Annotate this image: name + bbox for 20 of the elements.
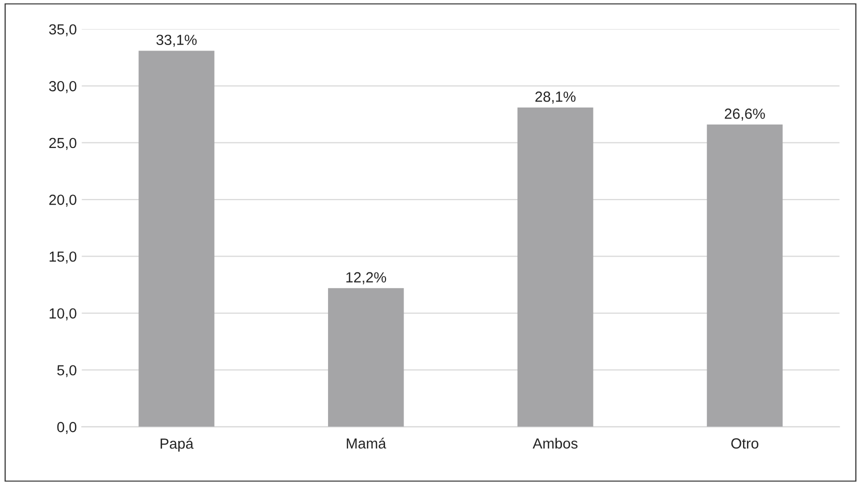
y-tick-label: 0,0 [57,422,76,434]
x-tick-label: Papá [160,438,194,452]
x-tick-label: Mamá [346,438,386,449]
y-tick-label: 25,0 [49,138,76,150]
data-label: 33,1% [156,34,197,47]
y-tick-label: 20,0 [49,194,76,207]
y-tick-label: 15,0 [50,251,76,264]
data-label: 26,6% [724,108,765,121]
bar [706,124,783,427]
bar [517,108,594,427]
data-label: 28,1% [535,92,576,104]
y-tick-label: 30,0 [49,81,76,94]
y-tick-label: 5,0 [57,365,76,378]
x-tick-label: Ambos [532,438,578,449]
bar [138,50,214,427]
x-tick-label: Otro [731,438,758,449]
data-label: 12,2% [346,272,386,284]
y-tick-label: 10,0 [50,308,76,320]
bar [328,288,404,427]
y-tick-label: 35,0 [49,24,76,36]
